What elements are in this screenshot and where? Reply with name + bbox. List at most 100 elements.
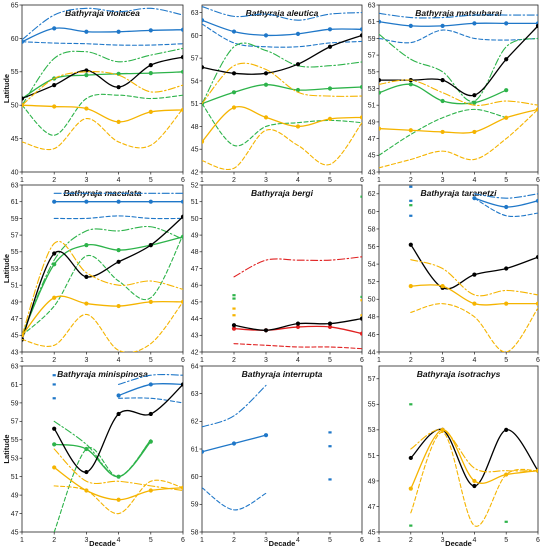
series-line-yellow-dashdot	[410, 429, 538, 473]
y-tick-label: 47	[368, 136, 376, 143]
data-point	[180, 55, 183, 60]
data-point	[535, 23, 538, 28]
x-axis-label: Decade	[269, 539, 296, 548]
x-tick-label: 5	[149, 357, 153, 364]
y-tick-label: 57	[368, 376, 376, 383]
data-point	[52, 251, 57, 256]
data-point	[202, 65, 205, 70]
data-marker	[52, 383, 56, 386]
data-point	[295, 124, 301, 129]
y-tick-label: 47	[191, 266, 199, 273]
series-line-yellow-solid	[202, 105, 362, 143]
data-point	[148, 71, 153, 76]
y-tick-label: 47	[11, 316, 19, 323]
y-tick-label: 60	[368, 209, 376, 216]
y-tick-label: 46	[368, 332, 376, 339]
x-tick-label: 6	[181, 177, 185, 184]
data-point	[148, 199, 153, 204]
y-tick-label: 57	[191, 56, 199, 63]
data-point	[472, 478, 477, 484]
y-tick-label: 49	[368, 119, 376, 126]
data-point	[535, 301, 538, 306]
data-marker	[409, 204, 413, 207]
y-tick-label: 50	[368, 297, 376, 304]
series-line-green-dashdot	[22, 47, 183, 106]
y-tick-label: 63	[11, 182, 19, 189]
series-line-blue-dashed	[473, 197, 538, 218]
x-tick-label: 1	[200, 177, 204, 184]
y-tick-label: 56	[368, 244, 376, 251]
data-point	[202, 18, 205, 23]
data-point	[116, 474, 121, 479]
x-tick-label: 4	[117, 357, 121, 364]
x-tick-label: 2	[52, 537, 56, 544]
series-layer	[22, 192, 183, 352]
data-point	[84, 243, 89, 248]
series-line-yellow-solid	[22, 295, 183, 336]
y-tick-label: 54	[368, 262, 376, 269]
x-tick-label: 6	[181, 537, 185, 544]
y-tick-label: 63	[191, 391, 199, 398]
series-line-yellow-dashdot	[410, 259, 538, 297]
y-tick-label: 43	[11, 349, 19, 356]
y-tick-label: 53	[368, 427, 376, 434]
series-line-red-dashdot	[233, 256, 362, 278]
y-tick-label: 45	[11, 529, 19, 536]
plot-frame	[21, 365, 184, 533]
data-point	[263, 433, 269, 438]
data-point	[359, 27, 362, 32]
x-tick-label: 1	[200, 357, 204, 364]
y-tick-label: 52	[368, 279, 376, 286]
x-tick-label: 3	[264, 357, 268, 364]
data-point	[440, 129, 445, 135]
y-tick-label: 55	[11, 69, 19, 76]
y-tick-label: 51	[368, 103, 376, 110]
data-point	[148, 109, 153, 114]
data-point	[52, 199, 57, 204]
data-marker	[360, 299, 362, 302]
y-tick-label: 48	[191, 124, 199, 131]
data-point	[359, 84, 362, 90]
data-point	[84, 199, 89, 204]
subplot-title: Bathyraja interrupta	[242, 369, 323, 379]
data-point	[52, 104, 57, 109]
y-tick-label: 48	[368, 314, 376, 321]
data-point	[52, 442, 57, 447]
data-point	[295, 324, 301, 330]
series-line-yellow-dashdot	[22, 71, 183, 106]
y-tick-label: 45	[191, 147, 199, 154]
series-line-blue-dashed	[118, 397, 183, 404]
plot-frame	[378, 4, 539, 173]
x-tick-label: 2	[409, 357, 413, 364]
x-tick-label: 2	[52, 177, 56, 184]
data-point	[116, 71, 121, 76]
data-marker	[328, 478, 332, 481]
data-point	[22, 96, 25, 101]
y-tick-label: 42	[191, 169, 199, 176]
data-point	[116, 199, 121, 204]
series-line-blue-dashdot	[22, 7, 183, 41]
y-tick-label: 43	[368, 169, 376, 176]
data-point	[263, 71, 269, 76]
x-tick-label: 3	[84, 537, 88, 544]
data-marker	[409, 403, 413, 406]
data-point	[535, 198, 538, 203]
y-tick-label: 49	[191, 233, 199, 240]
series-line-blue-dashed	[202, 487, 267, 511]
x-tick-label: 2	[232, 177, 236, 184]
data-point	[263, 82, 269, 87]
series-line-yellow-dashdot	[379, 79, 538, 106]
data-point	[472, 272, 477, 277]
x-tick-label: 4	[296, 177, 300, 184]
data-point	[180, 199, 183, 204]
y-tick-label: 51	[368, 453, 376, 460]
y-tick-label: 58	[191, 529, 199, 536]
y-tick-label: 53	[368, 86, 376, 93]
y-tick-label: 46	[191, 283, 199, 290]
series-line-blue-dashdot	[379, 12, 538, 19]
data-point	[440, 78, 445, 83]
series-line-green-dashdot	[22, 225, 183, 336]
y-axis-label: Latitude	[2, 74, 11, 103]
y-tick-label: 60	[191, 33, 199, 40]
x-axis-label: Decade	[445, 539, 472, 548]
